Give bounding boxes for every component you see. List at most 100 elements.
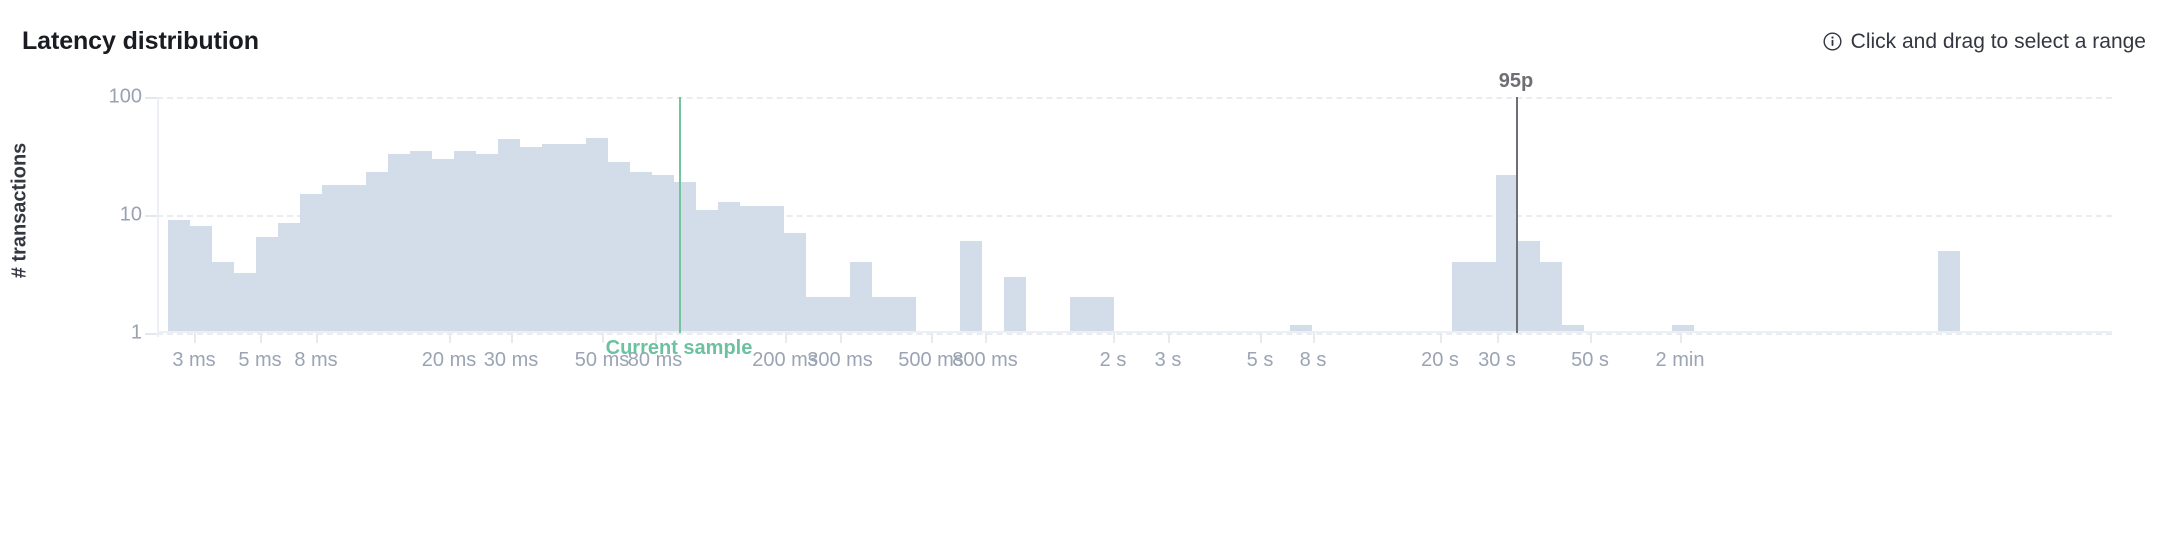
histogram-bar[interactable] [1496, 174, 1518, 333]
x-axis-tick-label: 2 min [1655, 349, 1705, 371]
current-sample-marker-label: Current sample [605, 337, 753, 359]
histogram-bar[interactable] [520, 146, 542, 333]
histogram-bar[interactable] [454, 150, 476, 333]
gridline [157, 215, 2112, 217]
x-axis-tick-mark [1440, 333, 1442, 343]
x-axis-tick-mark [511, 333, 513, 343]
histogram-bar[interactable] [278, 223, 300, 333]
histogram-bar[interactable] [872, 297, 894, 333]
histogram-bar[interactable] [256, 237, 278, 333]
x-axis-line [157, 331, 2112, 333]
x-axis-tick-label: 300 ms [807, 349, 873, 371]
x-axis-tick-mark [1590, 333, 1592, 343]
histogram-bar[interactable] [828, 297, 850, 333]
histogram-bar[interactable] [1004, 276, 1026, 333]
histogram-bar[interactable] [542, 143, 564, 333]
histogram-bar[interactable] [432, 158, 454, 333]
histogram-bar[interactable] [850, 261, 872, 333]
histogram-bar[interactable] [300, 194, 322, 333]
histogram-bar[interactable] [1474, 261, 1496, 333]
x-axis-tick-mark [1260, 333, 1262, 343]
histogram-bar[interactable] [630, 172, 652, 333]
x-axis-tick-mark [1313, 333, 1315, 343]
x-axis-tick-mark [655, 333, 657, 343]
gridline [157, 97, 2112, 99]
histogram-bar[interactable] [410, 150, 432, 333]
histogram-bar[interactable] [388, 153, 410, 333]
x-axis-tick-label: 8 s [1299, 349, 1327, 371]
y-axis-tick-label: 100 [108, 85, 142, 108]
x-axis-tick-label: 3 ms [172, 349, 216, 371]
histogram-bar[interactable] [1540, 261, 1562, 333]
plot-area[interactable]: 3 ms 5 ms 8 ms 20 ms 30 ms 50 ms 80 ms 200 ms 30… [145, 70, 2112, 540]
histogram-bar[interactable] [344, 184, 366, 333]
histogram-bar[interactable] [322, 184, 344, 333]
histogram-bar[interactable] [476, 153, 498, 333]
histogram-bar[interactable] [498, 139, 520, 333]
y-axis-tick-mark [145, 333, 157, 335]
histogram-bar[interactable] [806, 297, 828, 333]
histogram-bar[interactable] [1518, 241, 1540, 333]
x-axis-tick-label: 50 ms [574, 349, 630, 371]
x-axis-tick-mark [985, 333, 987, 343]
x-axis-tick-label: 3 s [1154, 349, 1182, 371]
x-axis-tick-mark [1168, 333, 1170, 343]
x-axis-tick-label: 2 s [1099, 349, 1127, 371]
histogram-bar[interactable] [1562, 325, 1584, 333]
histogram-bar[interactable] [1070, 297, 1092, 333]
histogram-bar[interactable] [212, 261, 234, 333]
y-axis-tick-mark [145, 215, 157, 217]
y-axis-line [157, 97, 159, 337]
histogram-bar[interactable] [1938, 250, 1960, 333]
x-axis-tick-label: 30 s [1478, 349, 1516, 371]
histogram-bar[interactable] [696, 210, 718, 333]
y-axis-tick-label: 1 [130, 321, 142, 344]
histogram-bar[interactable] [652, 174, 674, 333]
histogram-bar[interactable] [366, 172, 388, 333]
histogram-bar[interactable] [564, 143, 586, 333]
y-axis-label: # transactions [8, 142, 31, 278]
histogram-bar[interactable] [234, 273, 256, 333]
x-axis-tick-label: 5 s [1246, 349, 1274, 371]
x-axis-tick-mark [1680, 333, 1682, 343]
histogram-bar[interactable] [718, 201, 740, 333]
page-title: Latency distribution [22, 26, 259, 55]
current-sample-marker-line [679, 97, 681, 333]
info-circle-icon [1823, 31, 1842, 51]
x-axis-tick-label: 20 s [1421, 349, 1459, 371]
histogram-bar[interactable] [586, 137, 608, 333]
x-axis-tick-mark [194, 333, 196, 343]
histogram-bar[interactable] [608, 162, 630, 333]
x-axis-tick-label: 20 ms [421, 349, 477, 371]
percentile-95-marker-label: 95p [1498, 70, 1534, 92]
x-axis-tick-mark [602, 333, 604, 343]
y-axis-tick-mark [145, 97, 157, 99]
histogram-bar[interactable] [784, 233, 806, 333]
x-axis-tick-label: 5 ms [238, 349, 282, 371]
histogram-bar[interactable] [894, 297, 916, 333]
x-axis-tick-mark [1113, 333, 1115, 343]
y-axis-tick-label: 10 [119, 203, 142, 226]
histogram-bar[interactable] [762, 205, 784, 333]
histogram-bar[interactable] [674, 182, 696, 333]
x-axis-tick-label: 50 s [1571, 349, 1609, 371]
histogram-bars[interactable] [157, 70, 2112, 540]
x-axis-tick-label: 30 ms [483, 349, 539, 371]
x-axis-tick-label: 500 ms [898, 349, 964, 371]
range-select-hint-text: Click and drag to select a range [1850, 29, 2146, 53]
x-axis-tick-mark [931, 333, 933, 343]
histogram-bar[interactable] [960, 241, 982, 333]
histogram-bar[interactable] [1452, 261, 1474, 333]
latency-histogram-chart[interactable]: # transactions 1 10 100 3 ms 5 ms 8 ms 20 ms 3… [0, 70, 2168, 540]
histogram-bar[interactable] [1672, 325, 1694, 333]
histogram-bar[interactable] [1092, 297, 1114, 333]
range-select-hint: Click and drag to select a range [1823, 31, 2146, 52]
x-axis-tick-label: 800 ms [952, 349, 1018, 371]
y-axis-tick-labels: 1 10 100 [60, 70, 142, 540]
histogram-bar[interactable] [740, 205, 762, 333]
x-axis-tick-mark [1497, 333, 1499, 343]
histogram-bar[interactable] [1290, 325, 1312, 333]
histogram-bar[interactable] [190, 226, 212, 333]
histogram-bar[interactable] [168, 220, 190, 333]
